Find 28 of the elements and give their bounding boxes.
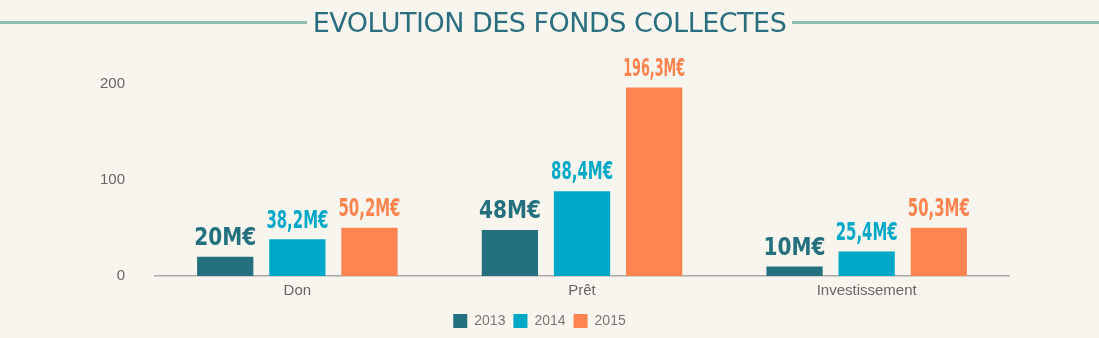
data-label: 50,2M€ (338, 193, 401, 222)
bar (269, 239, 326, 276)
x-tick-label: Prêt (568, 281, 597, 299)
data-label: 25,4M€ (835, 217, 898, 246)
bar (910, 227, 967, 276)
y-tick-label: 100 (100, 170, 126, 188)
data-label: 196,3M€ (623, 53, 686, 82)
y-tick-label: 0 (116, 266, 126, 284)
x-tick-label: Don (283, 281, 312, 299)
chart-title: EVOLUTION DES FONDS COLLECTES (311, 6, 788, 38)
data-label: 10M€ (763, 231, 826, 260)
data-label: 48M€ (478, 195, 541, 224)
data-label: 50,3M€ (907, 193, 970, 222)
bar (553, 191, 611, 276)
legend-label: 2013 (474, 311, 506, 328)
data-label: 88,4M€ (551, 157, 613, 186)
bar (481, 229, 539, 276)
bar (341, 227, 398, 276)
data-label: 38,2M€ (266, 205, 329, 234)
data-label: 20M€ (194, 222, 257, 251)
bar (197, 256, 254, 276)
legend-label: 2014 (534, 311, 566, 328)
bar (766, 266, 823, 276)
bar (626, 87, 683, 276)
y-tick-label: 200 (100, 74, 126, 92)
legend-label: 2015 (594, 311, 626, 328)
bar (838, 251, 895, 276)
x-tick-label: Investissement (816, 281, 918, 299)
